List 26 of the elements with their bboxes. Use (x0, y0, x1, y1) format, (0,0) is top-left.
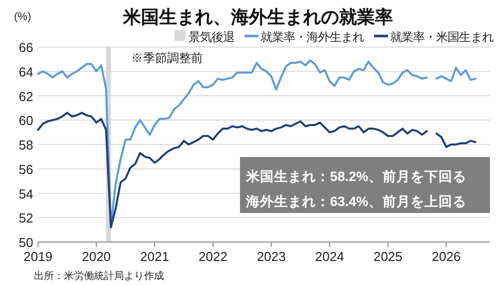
y-tick-label: 50 (18, 235, 34, 250)
x-tick-label: 2022 (198, 249, 228, 264)
x-tick-label: 2021 (140, 249, 170, 264)
y-tick-label: 66 (18, 40, 34, 55)
y-tick-label: 52 (18, 210, 34, 226)
x-tick-label: 2019 (24, 249, 52, 264)
annotation: 米国生まれ：58.2%、前月を下回る (245, 169, 466, 184)
y-tick-label: 62 (18, 88, 34, 104)
annotation: ※季節調整前 (131, 51, 203, 65)
text: 出所：米労働統計局より作成 (34, 270, 164, 282)
x-tick-label: 2026 (432, 249, 461, 264)
x-tick-label: 2024 (315, 249, 344, 264)
y-tick-label: 64 (18, 64, 34, 80)
y-tick-label: 60 (18, 113, 34, 128)
legend-label: 就業率・米国生まれ (390, 30, 494, 44)
y-axis-title: (%) (14, 11, 32, 23)
x-tick-label: 2020 (82, 249, 111, 264)
x-tick-label: 2025 (373, 249, 402, 264)
y-tick-label: 54 (18, 186, 34, 202)
y-tick-label: 58 (18, 138, 34, 152)
legend-label: 就業率・海外生まれ (260, 30, 364, 44)
annotation: 海外生まれ：63.4%、前月を上回る (245, 194, 466, 209)
y-tick-label: 56 (18, 162, 34, 177)
x-tick-label: 2023 (256, 249, 286, 264)
chart-title: 米国生まれ、海外生まれの就業率 (122, 7, 393, 27)
legend-label: 景気後退 (188, 30, 235, 44)
